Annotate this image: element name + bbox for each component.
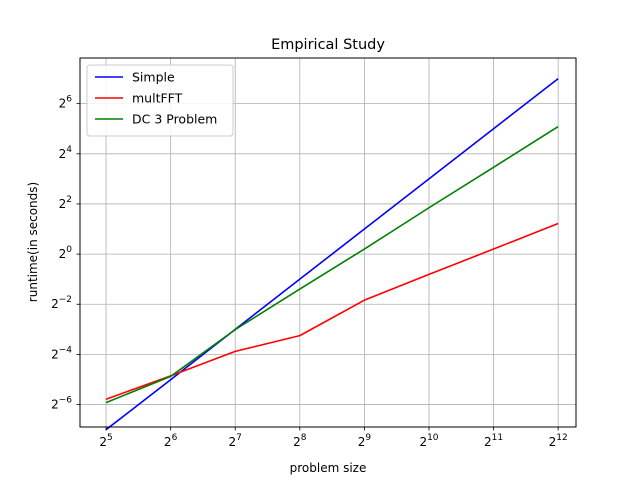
legend-entry: multFFT [132, 91, 183, 106]
chart-title: Empirical Study [271, 37, 385, 53]
y-axis-label: runtime(in seconds) [26, 182, 40, 302]
y-tick-label: 24 [59, 145, 73, 161]
series-line-dc-3-problem [105, 125, 559, 404]
plot-frame [79, 57, 577, 428]
y-tick-label: 2−6 [51, 396, 72, 412]
x-tick-label: 28 [293, 433, 307, 449]
legend-entry: DC 3 Problem [132, 112, 217, 127]
x-axis-ticks: 25 26 27 28 29 210 211 212 [99, 427, 568, 449]
x-tick-label: 210 [419, 433, 438, 449]
series-lines [105, 77, 559, 431]
legend-box [86, 64, 234, 137]
legend-entry: Simple [132, 70, 175, 85]
series-line-multfft [105, 222, 559, 400]
x-tick-label: 26 [164, 433, 178, 449]
x-axis-label: problem size [290, 461, 367, 475]
x-tick-label: 211 [484, 433, 503, 449]
x-tick-label: 29 [358, 433, 372, 449]
y-axis-ticks: 2−6 2−4 2−2 20 22 24 26 [51, 95, 80, 412]
y-tick-label: 2−2 [51, 295, 72, 311]
x-tick-label: 27 [229, 433, 242, 449]
y-tick-label: 20 [59, 245, 73, 261]
grid [80, 58, 576, 427]
y-tick-label: 26 [59, 95, 73, 111]
y-tick-label: 22 [59, 195, 72, 211]
x-tick-label: 212 [549, 433, 568, 449]
x-tick-label: 25 [99, 433, 112, 449]
y-tick-label: 2−4 [51, 345, 72, 361]
legend: Simple multFFT DC 3 Problem [86, 64, 234, 137]
